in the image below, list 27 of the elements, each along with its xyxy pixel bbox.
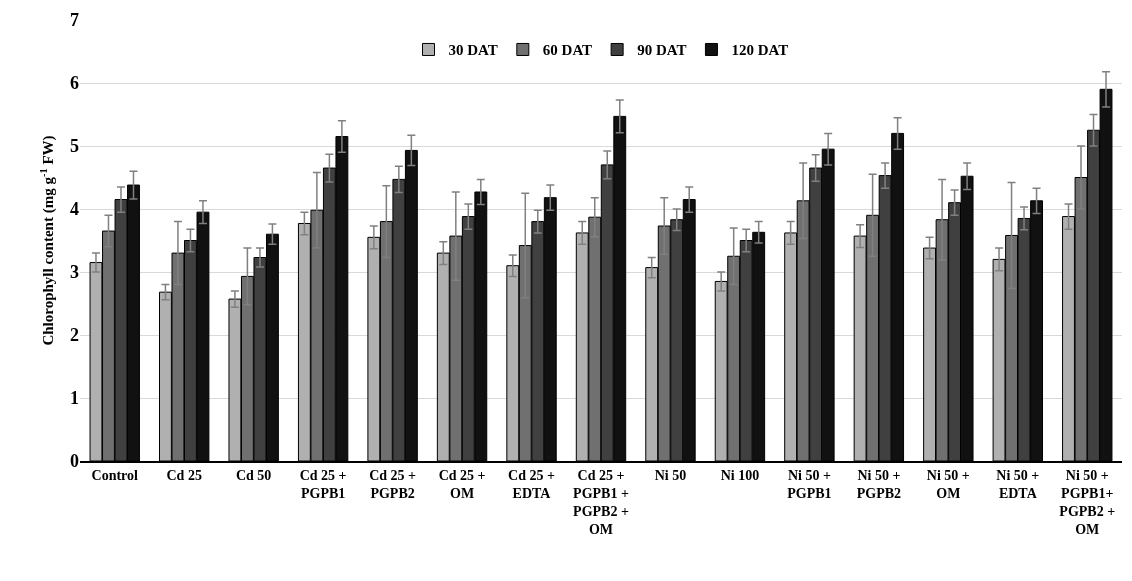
legend-label: 90 DAT (637, 42, 687, 59)
y-tick-label: 1 (70, 388, 79, 409)
x-tick-label: Ni 50 + OM (926, 467, 970, 501)
x-tick-label: Cd 25 (166, 467, 202, 483)
y-tick-label: 5 (70, 136, 79, 157)
x-tick-label: Ni 50 + EDTA (996, 467, 1040, 501)
x-tick-label: Cd 25 + PGPB1 (299, 467, 347, 501)
x-tick-label: Ni 100 (720, 467, 760, 483)
y-tick-label: 6 (70, 73, 79, 94)
legend-label: 30 DAT (448, 42, 498, 59)
x-tick-label: Cd 50 (235, 467, 272, 483)
x-tick-label: Ni 50 + PGPB1 (787, 467, 832, 501)
y-tick-label: 7 (70, 10, 79, 31)
x-tick-label: Control (91, 467, 139, 483)
x-tick-label: Cd 25 + OM (438, 467, 486, 501)
x-tick-label: Ni 50 (654, 467, 687, 483)
x-tick-label: Ni 50 + PGPB2 (856, 467, 902, 501)
x-tick-label: Cd 25 + PGPB1 + PGPB2 + OM (573, 467, 629, 538)
y-tick-label: 4 (70, 199, 79, 220)
y-tick-label: 0 (70, 451, 79, 472)
y-tick-label: 3 (70, 262, 79, 283)
y-tick-label: 2 (70, 325, 79, 346)
legend-label: 120 DAT (731, 42, 789, 59)
x-tick-label: Cd 25 + EDTA (508, 467, 555, 501)
x-tick-label: Ni 50 + PGPB1+ PGPB2 + OM (1059, 467, 1116, 538)
x-tick-label: Cd 25 + PGPB2 (369, 467, 417, 501)
legend-label: 60 DAT (542, 42, 593, 59)
